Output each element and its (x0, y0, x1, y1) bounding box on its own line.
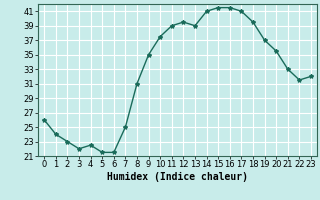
X-axis label: Humidex (Indice chaleur): Humidex (Indice chaleur) (107, 172, 248, 182)
